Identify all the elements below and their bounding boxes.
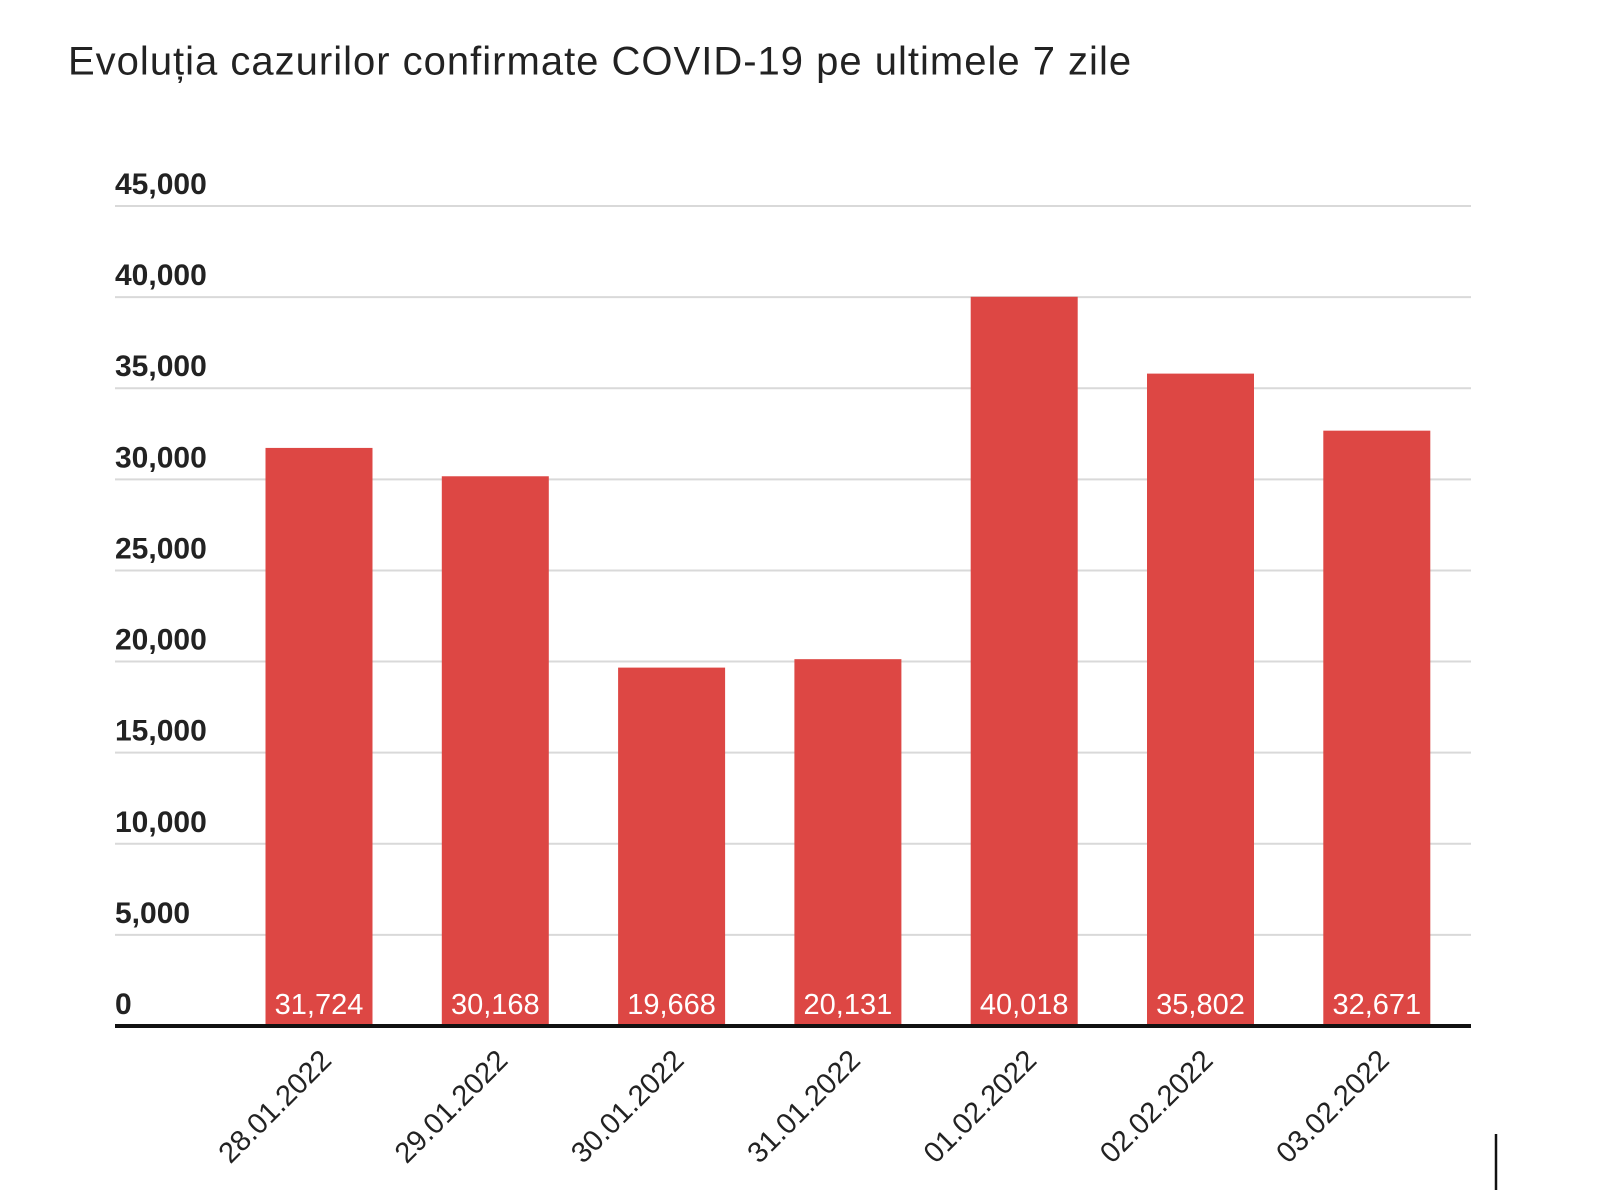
y-tick-label: 25,000 bbox=[115, 532, 207, 565]
x-tick-label: 02.02.2022 bbox=[1094, 1044, 1219, 1169]
bar bbox=[265, 447, 373, 1026]
y-tick-label: 5,000 bbox=[115, 897, 190, 930]
bar bbox=[794, 659, 902, 1026]
x-tick-label: 30.01.2022 bbox=[565, 1044, 690, 1169]
value-label: 20,131 bbox=[804, 989, 893, 1021]
bar bbox=[1323, 430, 1431, 1027]
x-tick-label: 29.01.2022 bbox=[389, 1044, 514, 1169]
value-label: 31,724 bbox=[275, 989, 364, 1021]
y-tick-label: 15,000 bbox=[115, 715, 207, 748]
chart-title: Evoluția cazurilor confirmate COVID-19 p… bbox=[68, 40, 1132, 84]
x-tick-label: 31.01.2022 bbox=[742, 1044, 867, 1169]
bar bbox=[441, 476, 549, 1027]
value-label: 30,168 bbox=[451, 989, 540, 1021]
value-label: 32,671 bbox=[1332, 989, 1421, 1021]
value-label: 19,668 bbox=[627, 989, 716, 1021]
y-tick-label: 35,000 bbox=[115, 350, 207, 383]
y-tick-label: 30,000 bbox=[115, 441, 207, 474]
y-tick-label: 10,000 bbox=[115, 806, 207, 839]
bar bbox=[1147, 373, 1254, 1026]
value-label: 35,802 bbox=[1156, 989, 1245, 1021]
y-tick-label: 40,000 bbox=[115, 259, 207, 292]
value-label: 40,018 bbox=[980, 989, 1069, 1021]
y-tick-label: 20,000 bbox=[115, 624, 207, 657]
bar bbox=[970, 296, 1078, 1027]
y-tick-label: 45,000 bbox=[115, 168, 207, 201]
x-tick-label: 01.02.2022 bbox=[918, 1044, 1043, 1169]
y-tick-label: 0 bbox=[115, 988, 132, 1021]
x-tick-label: 03.02.2022 bbox=[1270, 1044, 1395, 1169]
bar bbox=[618, 667, 726, 1026]
x-tick-label: 28.01.2022 bbox=[213, 1044, 338, 1169]
